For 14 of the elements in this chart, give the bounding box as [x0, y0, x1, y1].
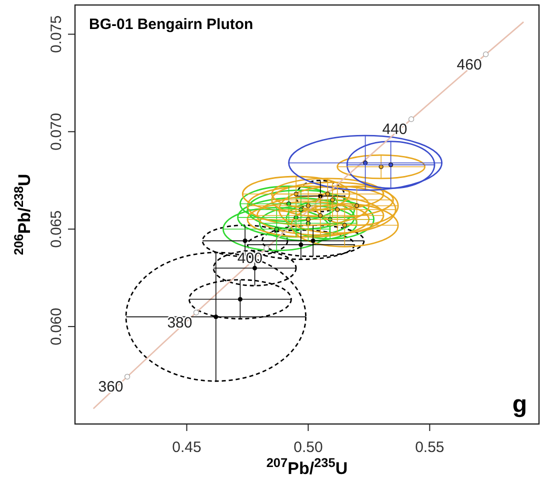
y-tick-label: 0.060 — [48, 308, 65, 346]
y-tick-label: 0.065 — [48, 210, 65, 248]
text: BG-01 Bengairn Pluton — [89, 16, 254, 33]
y-tick-label: 0.075 — [48, 15, 65, 54]
x-tick-label: 0.45 — [172, 439, 202, 456]
x-tick-label: 0.50 — [294, 439, 323, 456]
annotation: g — [512, 391, 527, 418]
annotation: 380 — [167, 314, 192, 332]
y-tick-label: 0.070 — [48, 112, 65, 150]
annotation: 360 — [98, 378, 124, 396]
x-tick-label: 0.55 — [415, 439, 444, 456]
x-axis-title: $^{207}$Pb/$^{235}$U — [266, 454, 348, 478]
annotation: 460 — [456, 56, 482, 74]
annotation: 440 — [382, 121, 408, 138]
